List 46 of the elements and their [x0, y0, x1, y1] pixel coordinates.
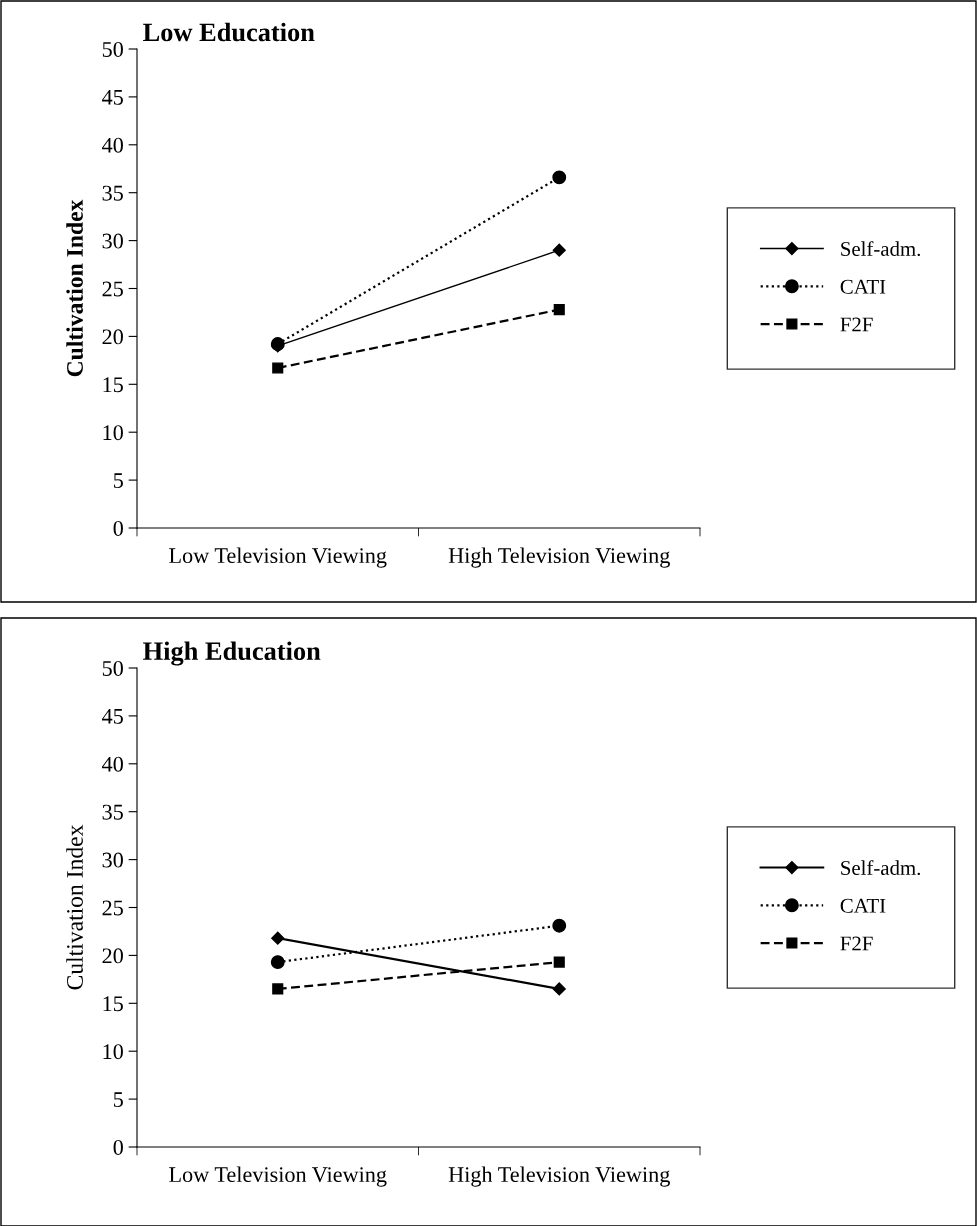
point [552, 170, 567, 185]
y-axis-title: Cultivation Index [66, 824, 83, 990]
y-tick-label: 45 [102, 708, 123, 724]
point [552, 243, 566, 257]
point [270, 955, 285, 970]
point [272, 362, 284, 374]
legend-label: Self-adm. [841, 241, 921, 257]
y-tick-label: 0 [113, 1139, 123, 1155]
y-tick-label: 0 [113, 520, 123, 536]
y-tick-label: 30 [102, 233, 123, 249]
y-tick-label: 50 [102, 660, 123, 676]
x-tick-label: High Television Viewing [448, 1166, 670, 1187]
legend-label: Self-adm. [841, 860, 921, 876]
point [272, 983, 284, 995]
point [271, 931, 285, 945]
y-tick-label: 10 [103, 1044, 123, 1060]
y-tick-label: 25 [102, 900, 123, 916]
point [552, 918, 567, 933]
y-tick-label: 20 [102, 329, 123, 345]
legend-label: F2F [840, 317, 873, 332]
y-tick-label: 25 [102, 281, 123, 297]
y-axis-title: Cultivation Index [66, 199, 83, 377]
y-tick-label: 5 [113, 473, 123, 489]
y-tick-label: 30 [102, 852, 123, 868]
point [553, 304, 565, 316]
legend-label: F2F [840, 936, 873, 951]
y-tick-label: 50 [102, 41, 123, 57]
y-tick-label: 35 [102, 804, 123, 820]
point [552, 982, 566, 996]
point [553, 956, 565, 968]
y-tick-label: 35 [102, 185, 123, 201]
legend-label: CATI [840, 279, 886, 294]
y-tick-label: 15 [103, 377, 123, 393]
x-tick-label: Low Television Viewing [169, 547, 387, 568]
y-tick-label: 5 [113, 1092, 123, 1108]
chart-title: High Education [143, 641, 321, 666]
y-tick-label: 20 [102, 948, 123, 964]
x-tick-label: High Television Viewing [448, 547, 670, 568]
y-tick-label: 40 [102, 137, 123, 153]
y-tick-label: 45 [102, 89, 123, 105]
legend-label: CATI [840, 898, 886, 913]
chart-title: Low Education [143, 22, 315, 42]
y-tick-label: 10 [103, 425, 123, 441]
y-tick-label: 40 [102, 756, 123, 772]
x-tick-label: Low Television Viewing [169, 1166, 387, 1187]
y-tick-label: 15 [103, 996, 123, 1012]
